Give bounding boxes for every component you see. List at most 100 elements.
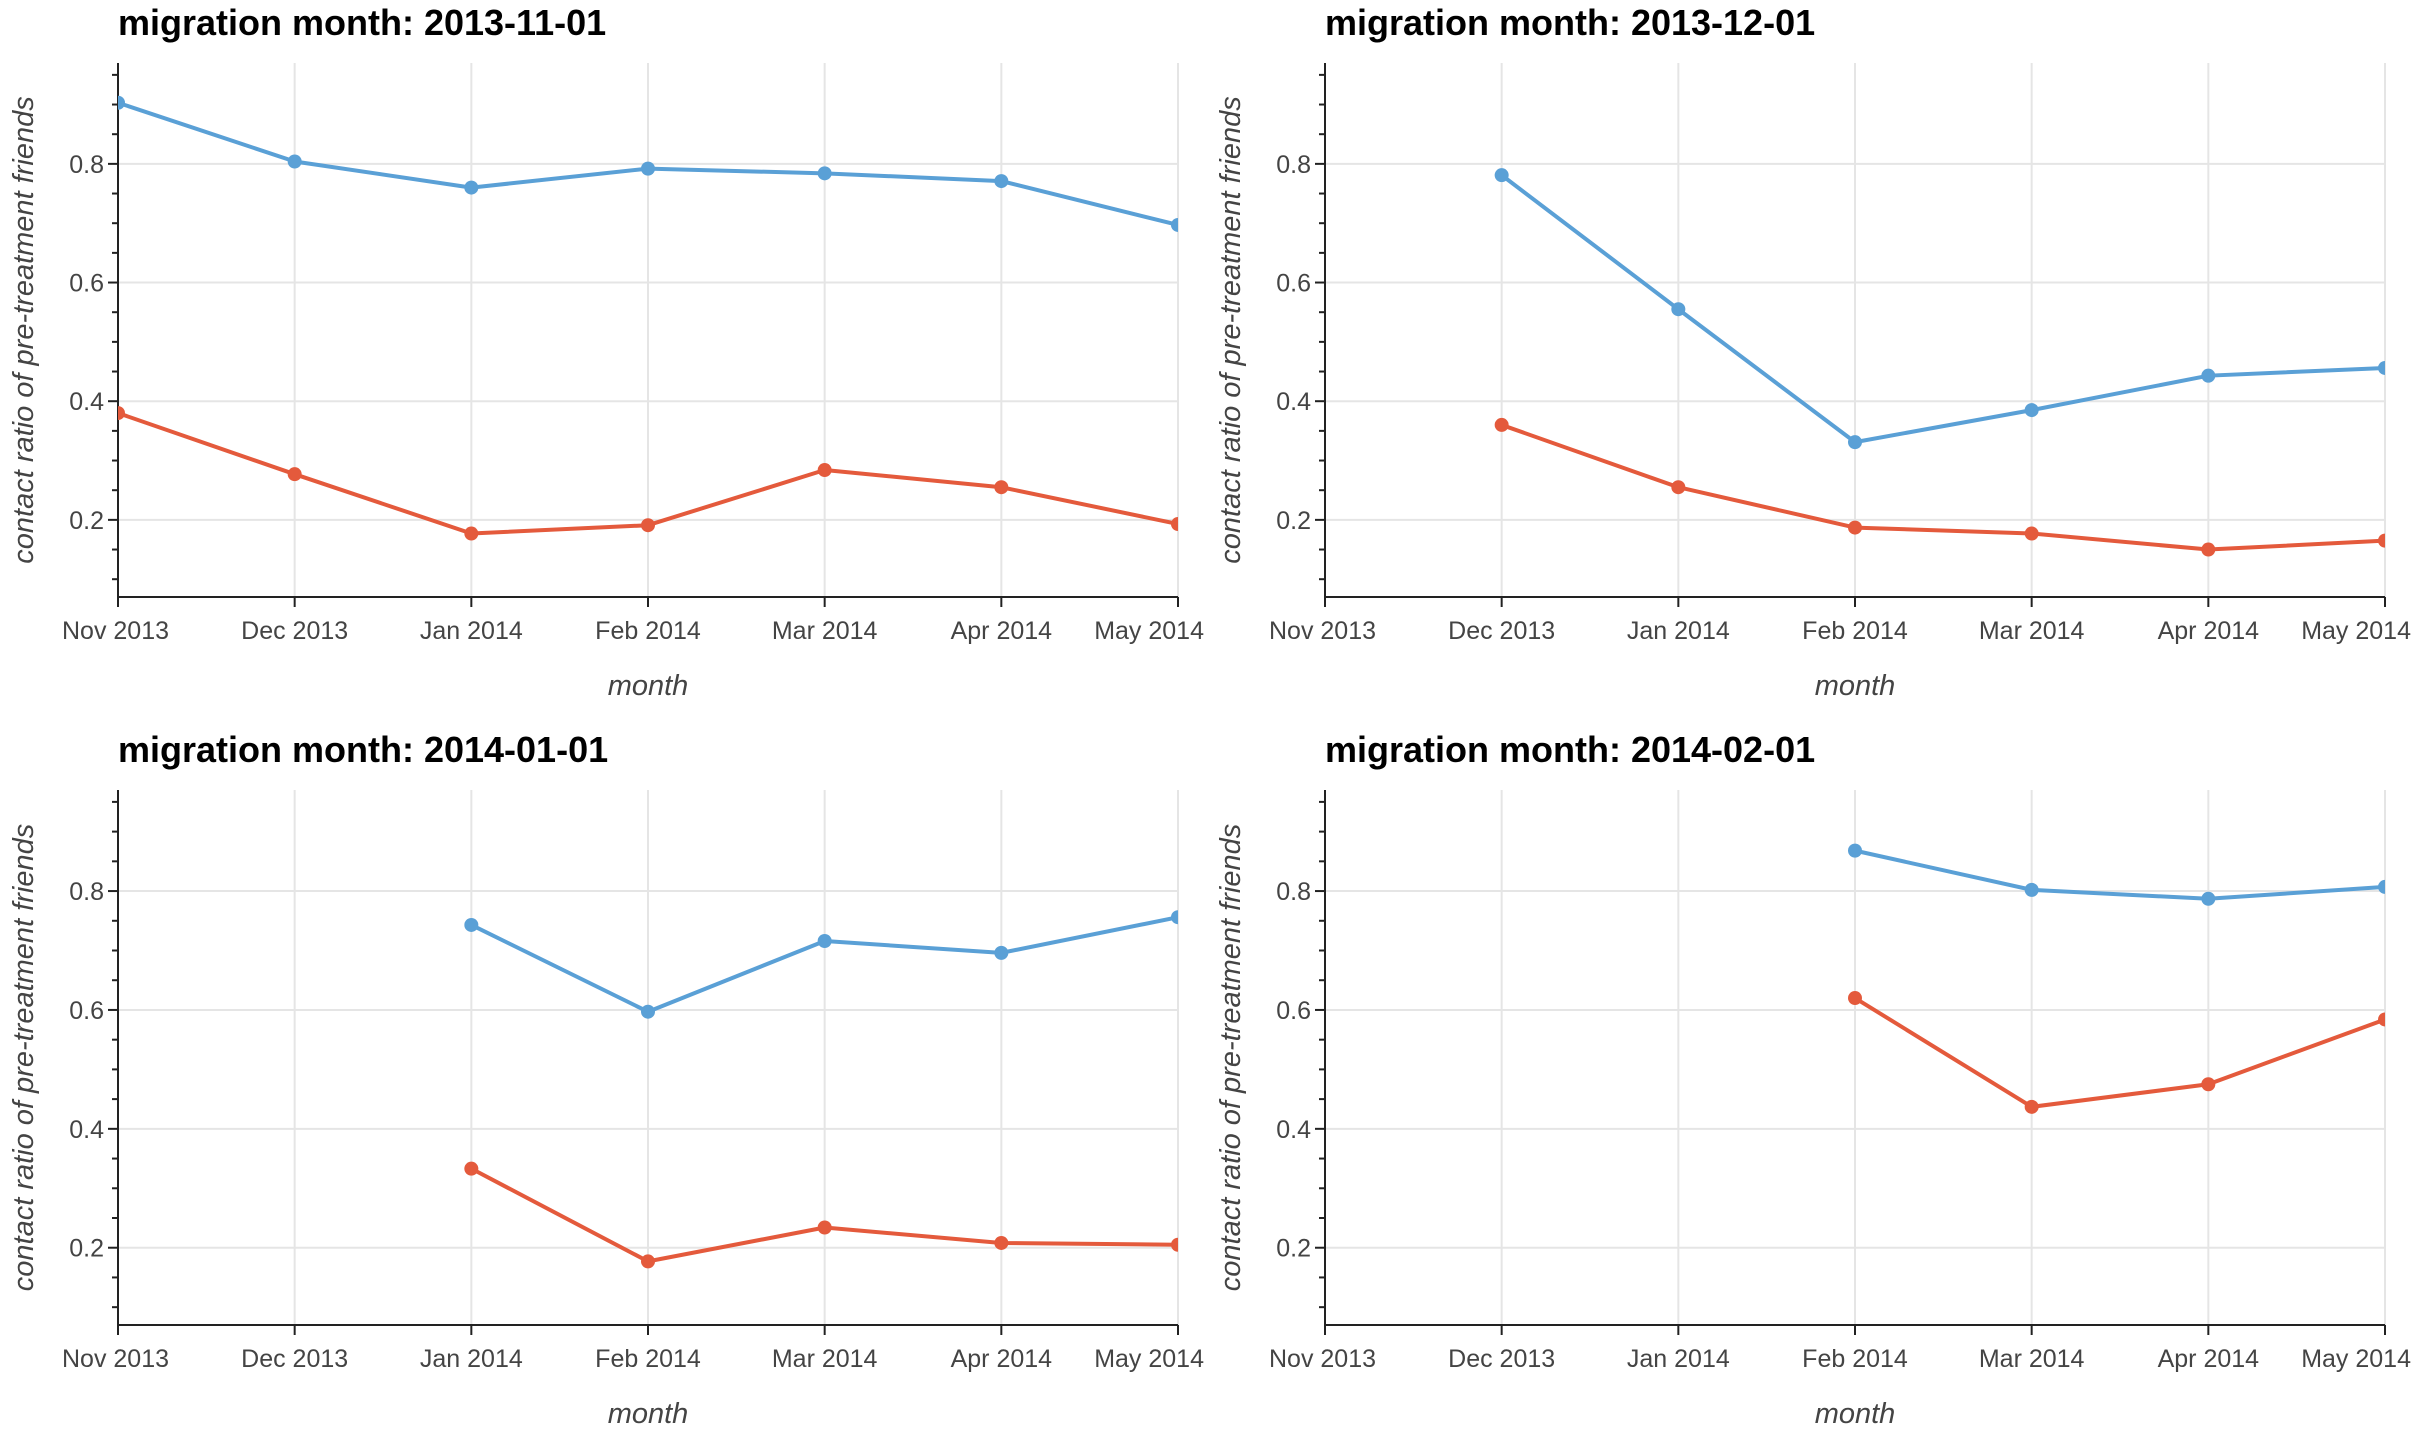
data-point <box>118 406 125 421</box>
x-tick-label: Feb 2014 <box>1802 1345 1908 1373</box>
series-line <box>1499 173 2385 445</box>
y-tick-label: 0.6 <box>69 997 104 1025</box>
data-point <box>2378 1012 2385 1027</box>
data-point <box>1848 843 1862 858</box>
x-tick-label: Dec 2013 <box>241 617 348 645</box>
x-tick-label: Jan 2014 <box>1627 1345 1730 1373</box>
data-point <box>994 174 1009 189</box>
series-1 <box>1848 843 2385 906</box>
data-point <box>2201 891 2216 906</box>
data-point <box>641 518 655 533</box>
data-point <box>994 480 1009 495</box>
y-tick-label: 0.4 <box>1276 388 1311 416</box>
series-2 <box>1848 991 2385 1114</box>
series-1 <box>464 910 1178 1019</box>
data-point <box>464 1161 479 1176</box>
y-tick-label: 0.6 <box>1276 997 1311 1025</box>
data-point <box>118 95 125 110</box>
data-point <box>2201 542 2216 557</box>
x-tick-label: May 2014 <box>1094 1345 1204 1373</box>
series-layer <box>1494 168 2385 557</box>
series-layer <box>118 95 1178 541</box>
x-tick-label: Nov 2013 <box>1269 1345 1376 1373</box>
chart-panel-1: 0.2 0.4 0.6 0.8 Nov 2013 Dec 2013 Jan 2014 Feb … <box>8 2 1204 702</box>
data-point <box>1171 910 1178 925</box>
y-tick-label: 0.2 <box>1276 507 1311 535</box>
data-point <box>2378 533 2385 548</box>
data-point <box>1171 517 1178 532</box>
x-tick-label: Jan 2014 <box>420 617 523 645</box>
data-point <box>2378 879 2385 894</box>
data-point <box>641 1004 655 1019</box>
data-point <box>2378 360 2385 375</box>
x-tick-label: Feb 2014 <box>1802 617 1908 645</box>
data-point <box>817 166 832 181</box>
grid <box>1324 790 2386 1325</box>
x-tick-label: Apr 2014 <box>951 617 1053 645</box>
y-tick-label: 0.8 <box>69 878 104 906</box>
data-point <box>1848 991 1862 1006</box>
series-1 <box>1494 168 2385 450</box>
x-tick-label: May 2014 <box>2301 1345 2411 1373</box>
data-point <box>2024 882 2039 897</box>
panel-title: migration month: 2013-12-01 <box>1325 2 1815 43</box>
y-tick-label: 0.6 <box>69 270 104 298</box>
y-tick-label: 0.4 <box>69 1116 104 1144</box>
panel-title: migration month: 2014-01-01 <box>118 729 608 770</box>
y-tick-label: 0.2 <box>69 507 104 535</box>
data-point <box>464 526 479 541</box>
data-point <box>2201 368 2216 383</box>
x-tick-label: Apr 2014 <box>951 1345 1053 1373</box>
chart-panel-2: 0.2 0.4 0.6 0.8 Nov 2013 Dec 2013 Jan 2014 Feb … <box>1215 2 2411 702</box>
series-line <box>1853 848 2385 901</box>
data-point <box>464 180 479 195</box>
x-tick-label: Feb 2014 <box>595 1345 701 1373</box>
data-point <box>1171 217 1178 232</box>
x-tick-label: Jan 2014 <box>420 1345 523 1373</box>
x-axis-label: month <box>608 670 689 702</box>
data-point <box>817 933 832 948</box>
data-point <box>464 917 479 932</box>
y-axis-label: contact ratio of pre-treatment friends <box>1215 96 1247 563</box>
x-tick-label: Dec 2013 <box>1448 1345 1555 1373</box>
y-tick-label: 0.2 <box>1276 1235 1311 1263</box>
data-point <box>1671 302 1686 317</box>
x-tick-label: Jan 2014 <box>1627 617 1730 645</box>
x-tick-label: Nov 2013 <box>1269 617 1376 645</box>
grid <box>1324 63 2386 597</box>
y-tick-label: 0.8 <box>69 151 104 179</box>
panel-title: migration month: 2014-02-01 <box>1325 729 1815 770</box>
data-point <box>287 467 302 482</box>
data-point <box>2024 1099 2039 1114</box>
data-point <box>641 1254 655 1269</box>
data-point <box>1671 480 1686 495</box>
data-point <box>2201 1077 2216 1092</box>
x-axis-label: month <box>608 1398 689 1430</box>
panel-title: migration month: 2013-11-01 <box>118 2 606 43</box>
data-point <box>1171 1237 1178 1252</box>
x-tick-label: May 2014 <box>1094 617 1204 645</box>
x-tick-label: Apr 2014 <box>2158 1345 2260 1373</box>
y-tick-label: 0.4 <box>1276 1116 1311 1144</box>
y-tick-label: 0.8 <box>1276 878 1311 906</box>
data-point <box>287 154 302 169</box>
data-point <box>1848 435 1862 450</box>
x-tick-label: Mar 2014 <box>1979 1345 2085 1373</box>
series-line <box>1853 996 2385 1109</box>
x-axis-label: month <box>1815 670 1896 702</box>
x-tick-label: Nov 2013 <box>62 1345 169 1373</box>
x-tick-label: Mar 2014 <box>772 1345 878 1373</box>
y-tick-label: 0.2 <box>69 1235 104 1263</box>
x-tick-label: Apr 2014 <box>2158 617 2260 645</box>
x-tick-label: Nov 2013 <box>62 617 169 645</box>
data-point <box>994 945 1009 960</box>
data-point <box>1848 520 1862 535</box>
x-tick-label: Mar 2014 <box>1979 617 2085 645</box>
x-tick-label: Dec 2013 <box>1448 617 1555 645</box>
data-point <box>817 463 832 478</box>
y-axis-label: contact ratio of pre-treatment friends <box>1215 824 1247 1291</box>
data-point <box>2024 526 2039 541</box>
data-point <box>817 1220 832 1235</box>
y-tick-label: 0.4 <box>69 388 104 416</box>
